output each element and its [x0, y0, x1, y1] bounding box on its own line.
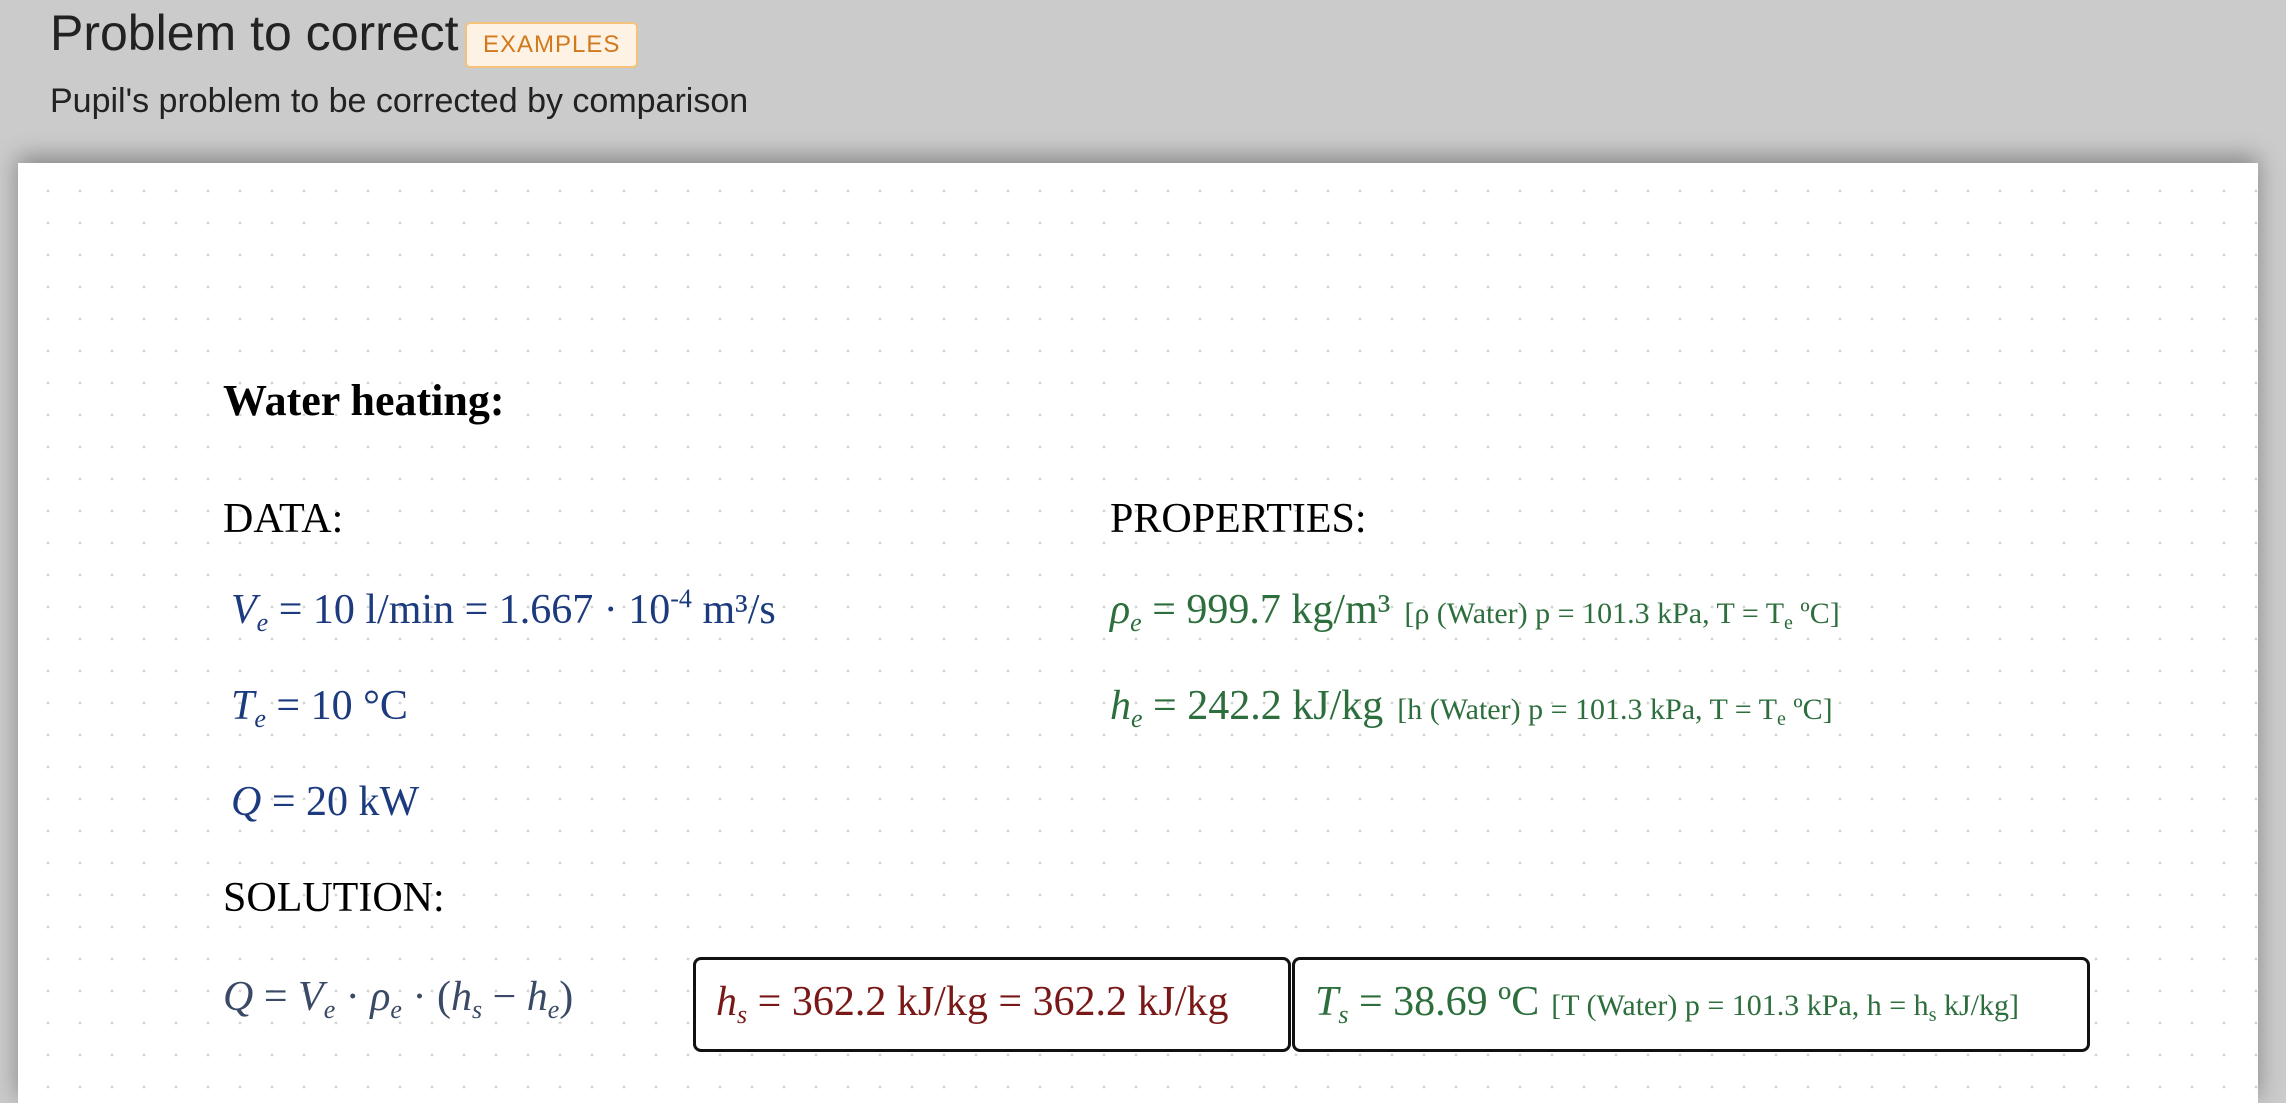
data-inlet-temperature: Te = 10 °C: [231, 683, 408, 733]
problem-heading: Water heating:: [223, 376, 505, 425]
page-subtitle: Pupil's problem to be corrected by compa…: [50, 82, 749, 120]
properties-label: PROPERTIES:: [1110, 496, 1367, 542]
worksheet: Water heating: DATA: PROPERTIES: Ve = 10…: [18, 163, 2258, 1103]
property-density: ρe = 999.7 kg/m³ [ρ (Water) p = 101.3 kP…: [1110, 587, 1840, 637]
result-outlet-temperature: Ts = 38.69 ºC [T (Water) p = 101.3 kPa, …: [1315, 979, 2019, 1029]
data-volumetric-flow: Ve = 10 l/min = 1.667 · 10-4 m³/s: [231, 584, 776, 637]
solution-equation: Q = Ve · ρe · (hs − he): [223, 974, 574, 1024]
examples-badge[interactable]: EXAMPLES: [465, 22, 639, 68]
result-outlet-enthalpy: hs = 362.2 kJ/kg = 362.2 kJ/kg: [716, 979, 1229, 1029]
solution-label: SOLUTION:: [223, 875, 445, 921]
data-heat-power: Q = 20 kW: [231, 779, 420, 825]
data-label: DATA:: [223, 496, 344, 542]
result-box-outlet-temperature[interactable]: Ts = 38.69 ºC [T (Water) p = 101.3 kPa, …: [1292, 957, 2090, 1052]
property-enthalpy: he = 242.2 kJ/kg [h (Water) p = 101.3 kP…: [1110, 683, 1833, 733]
page-title: Problem to correct: [50, 5, 459, 61]
result-box-outlet-enthalpy[interactable]: hs = 362.2 kJ/kg = 362.2 kJ/kg: [693, 957, 1291, 1052]
